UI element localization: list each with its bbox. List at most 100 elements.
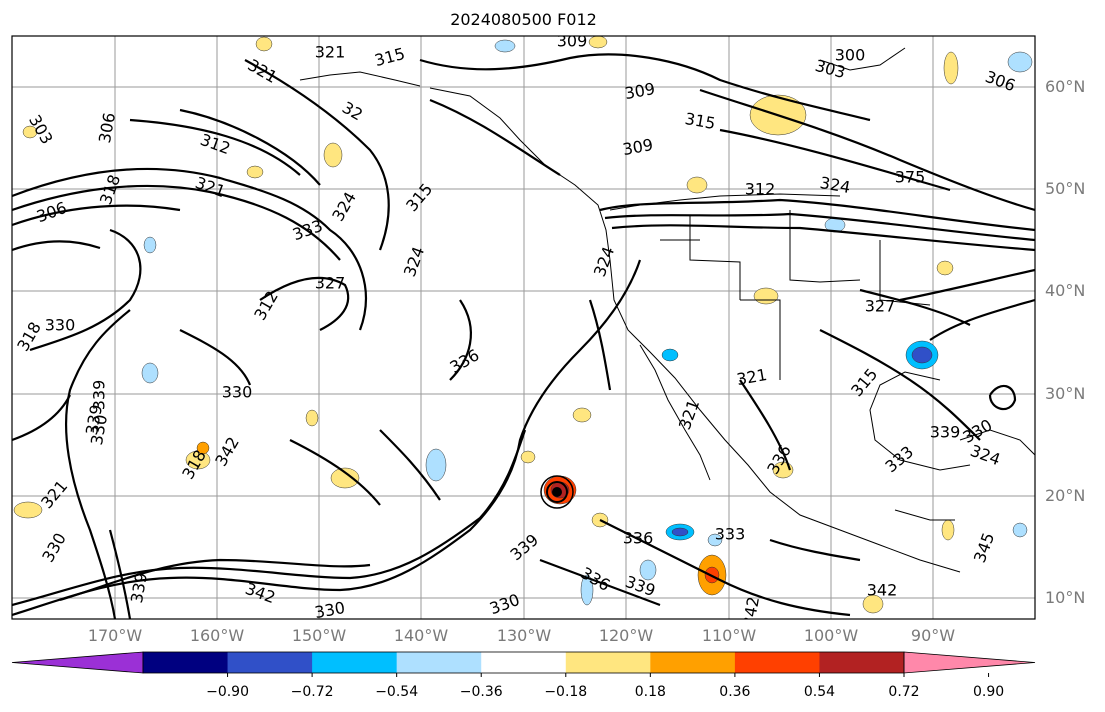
coastline: [429, 87, 961, 573]
anomaly-shading: [255, 36, 273, 52]
colorbar-tick-label: −0.36: [459, 684, 503, 700]
anomaly-shading: [22, 125, 38, 139]
contour-label: 309: [557, 32, 588, 51]
contour-line: [769, 538, 861, 562]
lat-label: 20°N: [1045, 486, 1086, 505]
contour-line: [604, 212, 1035, 242]
colorbar-tick-label: −0.18: [544, 684, 588, 700]
colorbar-swatch: [312, 652, 398, 673]
lon-label: 170°W: [87, 626, 143, 645]
anomaly-shading: [911, 346, 933, 364]
contour-label: 330: [313, 598, 346, 622]
theta-contours: [12, 53, 1035, 619]
lon-label: 140°W: [393, 626, 449, 645]
contour-line: [12, 394, 71, 442]
contour-label: 330: [45, 316, 76, 335]
colorbar-swatch: [143, 652, 229, 673]
contour-label: 312: [745, 180, 776, 199]
colorbar-extend-high: [903, 651, 1036, 674]
lon-label: 120°W: [598, 626, 654, 645]
anomaly-shading: [196, 441, 210, 455]
anomaly-shading: [246, 165, 264, 179]
anomaly-shading: [1012, 522, 1028, 538]
anomaly-shading: [520, 450, 536, 464]
map-frame: [11, 35, 1036, 620]
anomaly-shading: [936, 260, 954, 276]
anomaly-shading: [707, 533, 723, 547]
contour-line: [259, 276, 350, 331]
lon-label: 130°W: [496, 626, 552, 645]
contour-line: [379, 429, 441, 501]
colorbar-tick-label: 0.54: [803, 684, 836, 700]
contour-line: [419, 53, 871, 122]
contour-line: [599, 519, 851, 617]
map-title: 2024080500 F012: [450, 10, 597, 29]
lat-label: 50°N: [1045, 179, 1086, 198]
contour-label: 342: [867, 581, 898, 600]
colorbar-swatch: [481, 652, 567, 673]
contour-line: [449, 299, 472, 381]
contour-line: [108, 529, 132, 619]
contour-line: [719, 128, 951, 192]
lat-label: 60°N: [1045, 77, 1086, 96]
contour-label: 336: [623, 529, 654, 548]
colorbar-swatch: [650, 652, 736, 673]
contour-line: [244, 59, 390, 251]
contour-line: [599, 198, 1035, 232]
colorbar-swatch: [565, 652, 651, 673]
contour-label: 321: [315, 43, 346, 62]
anomaly-shading: [330, 467, 360, 489]
anomaly-shading: [494, 39, 516, 53]
colorbar-swatch: [396, 652, 482, 673]
anomaly-shading: [323, 142, 343, 168]
contour-line: [179, 329, 252, 386]
contour-line: [12, 240, 101, 252]
contour-line: [65, 309, 131, 619]
colorbar-tick-label: 0.90: [972, 684, 1005, 700]
lat-label: 30°N: [1045, 384, 1086, 403]
anomaly-shading: [141, 362, 159, 384]
contour-line: [289, 439, 381, 506]
anomaly-shading: [639, 559, 657, 581]
contour-line: [129, 118, 301, 176]
contour-line: [588, 299, 612, 391]
contour-label: 330: [222, 383, 253, 402]
anomaly-shading: [425, 448, 447, 482]
colorbar-swatch: [819, 652, 905, 673]
contour-line: [12, 429, 527, 607]
colorbar-tick-label: 0.72: [888, 684, 920, 700]
colorbar-tick-label: −0.90: [206, 684, 249, 700]
lon-label: 100°W: [803, 626, 859, 645]
colorbar-tick-label: −0.72: [290, 684, 334, 700]
colorbar-extend-low: [11, 651, 144, 674]
contour-line: [29, 228, 142, 352]
coastline: [299, 71, 421, 87]
contour-label: 342: [739, 595, 763, 628]
contour-line: [611, 224, 1035, 252]
colorbar-swatch: [734, 652, 820, 673]
contour-line: [739, 379, 792, 471]
anomaly-core: [552, 487, 562, 497]
lon-label: 110°W: [701, 626, 757, 645]
coastline: [740, 299, 781, 380]
anomaly-shading: [305, 409, 319, 427]
contour-label: 339: [930, 423, 961, 442]
contour-label: 339: [90, 380, 109, 411]
contour-closed: [540, 475, 574, 509]
anomaly-shading: [661, 348, 679, 362]
contour-label: 333: [715, 525, 746, 544]
contour-line: [899, 268, 1035, 302]
contour-closed: [546, 481, 568, 503]
anomaly-shading: [862, 594, 884, 614]
lon-label: 150°W: [291, 626, 347, 645]
anomaly-shading: [13, 501, 43, 519]
colorbar-tick-label: 0.36: [719, 684, 751, 700]
lon-label: 90°W: [910, 626, 956, 645]
coastline: [819, 47, 906, 71]
colorbar-swatch: [227, 652, 313, 673]
contour-line: [929, 298, 1035, 341]
anomaly-shading: [686, 176, 708, 194]
lat-label: 40°N: [1045, 281, 1086, 300]
